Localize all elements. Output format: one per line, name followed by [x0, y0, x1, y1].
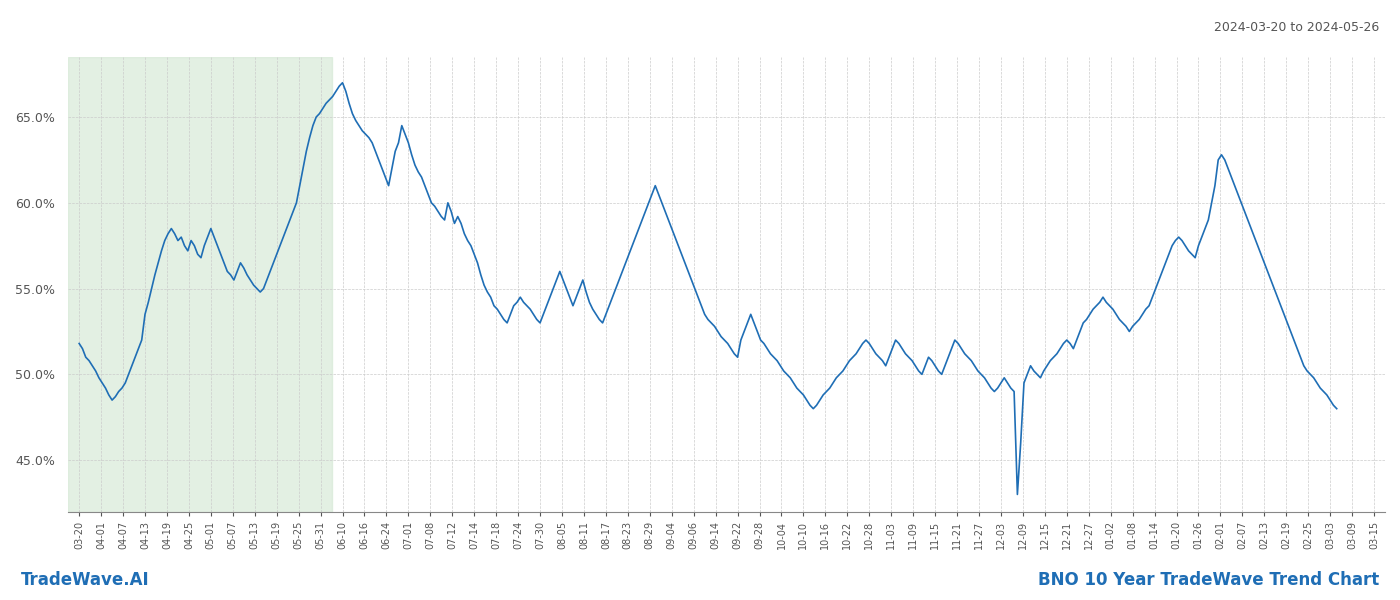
Bar: [69, 57, 332, 512]
Text: TradeWave.AI: TradeWave.AI: [21, 571, 150, 589]
Text: 2024-03-20 to 2024-05-26: 2024-03-20 to 2024-05-26: [1214, 21, 1379, 34]
Text: BNO 10 Year TradeWave Trend Chart: BNO 10 Year TradeWave Trend Chart: [1037, 571, 1379, 589]
